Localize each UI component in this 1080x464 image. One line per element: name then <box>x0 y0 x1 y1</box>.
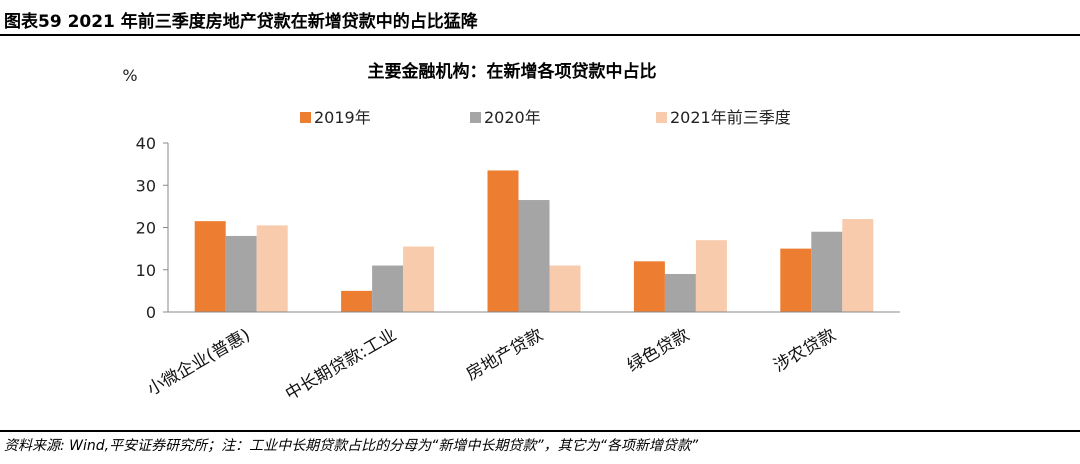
y-tick-label: 10 <box>136 261 156 280</box>
legend-label: 2020年 <box>484 108 541 127</box>
y-tick-label: 0 <box>146 303 156 322</box>
y-axis: 0 10 20 30 40 <box>136 134 169 322</box>
source-note: 资料来源: Wind,平安证券研究所；注：工业中长期贷款占比的分母为“新增中长期… <box>4 438 699 454</box>
x-category-label: 涉农贷款 <box>770 325 839 376</box>
bar-1-5 <box>780 248 812 312</box>
legend-swatch <box>656 112 667 123</box>
x-axis: 小微企业(普惠) 中长期贷款:工业 房地产贷款 绿色贷款 涉农贷款 <box>144 311 900 405</box>
bar-3-5 <box>842 219 874 312</box>
chart-container: 主要金融机构：在新增各项贷款中占比 % 2019年 2020年 2021年前三季度 … <box>0 36 1080 430</box>
bar-1-4 <box>633 261 665 312</box>
figure-header: 图表59 2021 年前三季度房地产贷款在新增贷款中的占比猛降 <box>0 0 1080 36</box>
y-tick-label: 30 <box>136 176 156 195</box>
x-category-label: 小微企业(普惠) <box>144 325 254 400</box>
x-category-label: 中长期贷款:工业 <box>282 325 400 405</box>
bar-2-1 <box>225 235 257 312</box>
legend-swatch <box>470 112 481 123</box>
figure-footer: 资料来源: Wind,平安证券研究所；注：工业中长期贷款占比的分母为“新增中长期… <box>0 430 1080 464</box>
bar-series-group <box>194 170 874 312</box>
y-axis-unit: % <box>122 66 137 85</box>
x-category-label: 绿色贷款 <box>624 325 693 376</box>
figure-title: 图表59 2021 年前三季度房地产贷款在新增贷款中的占比猛降 <box>4 12 478 32</box>
chart-legend: 2019年 2020年 2021年前三季度 <box>300 108 791 127</box>
legend-label: 2021年前三季度 <box>670 108 791 127</box>
bar-2-2 <box>372 265 404 312</box>
bar-1-1 <box>194 221 226 312</box>
bar-2-3 <box>518 200 550 312</box>
bar-3-3 <box>549 265 581 312</box>
bar-1-3 <box>487 170 519 312</box>
bar-1-2 <box>341 290 373 312</box>
chart-title: 主要金融机构：在新增各项贷款中占比 <box>368 61 657 82</box>
bar-3-2 <box>403 246 435 312</box>
bar-3-4 <box>695 240 727 312</box>
bar-chart: 主要金融机构：在新增各项贷款中占比 % 2019年 2020年 2021年前三季度 … <box>122 61 900 405</box>
legend-label: 2019年 <box>314 108 371 127</box>
legend-swatch <box>300 112 311 123</box>
y-tick-label: 40 <box>136 134 156 153</box>
bar-2-5 <box>811 231 843 312</box>
y-tick-label: 20 <box>136 219 156 238</box>
x-category-label: 房地产贷款 <box>463 325 547 385</box>
bar-2-4 <box>664 273 696 312</box>
bar-3-1 <box>256 225 288 312</box>
